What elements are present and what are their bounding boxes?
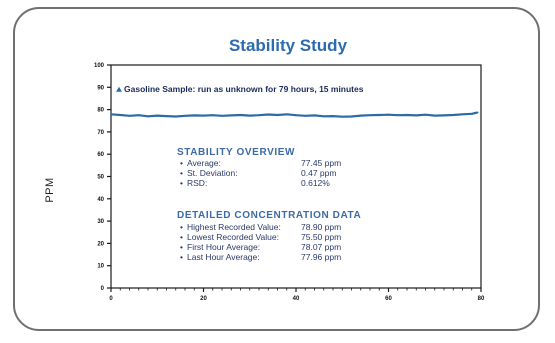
stability-overview: STABILITY OVERVIEW • Average: 77.45 ppm • St… (177, 147, 341, 188)
annotation: Gasoline Sample: run as unknown for 79 h… (116, 84, 364, 94)
y-tick-label: 100 (94, 63, 105, 69)
y-tick-label: 90 (97, 85, 104, 91)
x-tick-label: 60 (385, 296, 392, 302)
data-point (165, 115, 168, 117)
x-tick-label: 40 (293, 296, 300, 302)
y-tick-label: 40 (97, 197, 104, 203)
overview-bullet: • (180, 168, 183, 178)
y-tick-label: 30 (97, 219, 104, 225)
data-point (137, 114, 140, 117)
data-point (322, 115, 325, 118)
x-tick-label: 80 (478, 296, 485, 302)
data-point (295, 114, 297, 117)
data-point (350, 115, 353, 118)
detail-label: Lowest Recorded Value: (187, 232, 279, 242)
data-point (304, 114, 307, 117)
data-point (424, 113, 427, 116)
overview-label: RSD: (187, 178, 207, 188)
data-point (239, 114, 242, 116)
detail-value: 78.07 ppm (301, 242, 341, 252)
detail-label: Last Hour Average: (187, 252, 260, 262)
data-point (452, 114, 455, 116)
detail-value: 75.50 ppm (301, 232, 341, 242)
data-point (211, 114, 214, 117)
overview-value: 0.47 ppm (301, 168, 336, 178)
overview-bullet: • (180, 158, 183, 168)
y-tick-label: 0 (101, 286, 105, 292)
y-axis: 0 10 20 30 40 50 60 70 80 90 100 (94, 63, 111, 292)
overview-bullet: • (180, 178, 183, 188)
overview-value: 0.612% (301, 178, 330, 188)
data-point (147, 115, 149, 118)
overview-label: St. Deviation: (187, 168, 238, 178)
data-point (443, 114, 445, 117)
overview-heading: STABILITY OVERVIEW (177, 147, 295, 158)
data-point (332, 115, 334, 117)
y-tick-label: 10 (97, 264, 104, 270)
data-point (470, 112, 473, 115)
data-point (128, 114, 131, 117)
detail-bullet: • (180, 232, 183, 242)
detailed-concentration-data: DETAILED CONCENTRATION DATA • Highest Rec… (177, 210, 361, 262)
data-point (202, 114, 205, 117)
y-tick-label: 80 (97, 108, 104, 114)
x-tick-label: 20 (200, 296, 207, 302)
detail-bullet: • (180, 242, 183, 252)
data-point (258, 114, 260, 117)
data-point (285, 113, 288, 116)
data-point (221, 114, 223, 117)
data-point (396, 114, 399, 117)
data-point (248, 114, 251, 117)
overview-label: Average: (187, 158, 221, 168)
data-point (415, 114, 418, 117)
data-point (184, 114, 186, 117)
y-tick-label: 50 (97, 175, 104, 181)
data-point (476, 111, 479, 114)
detail-bullet: • (180, 252, 183, 262)
data-point (313, 114, 316, 117)
plot-area (110, 64, 482, 289)
data-point (406, 114, 408, 116)
x-tick-label: 0 (109, 296, 113, 302)
y-tick-label: 70 (97, 130, 104, 136)
detail-label: First Hour Average: (187, 242, 260, 252)
data-point (276, 114, 279, 116)
sample-annotation: Gasoline Sample: run as unknown for 79 h… (124, 84, 364, 94)
data-point (359, 114, 362, 117)
data-point (119, 114, 122, 116)
data-point (110, 113, 112, 116)
data-point (387, 113, 390, 116)
detail-label: Highest Recorded Value: (187, 222, 281, 232)
data-point (230, 114, 233, 117)
data-point (193, 114, 196, 117)
x-axis: 0 20 40 60 80 (109, 288, 485, 302)
y-tick-label: 60 (97, 152, 104, 158)
y-tick-label: 20 (97, 241, 104, 247)
detail-heading: DETAILED CONCENTRATION DATA (177, 210, 361, 221)
chart-title: Stability Study (229, 36, 348, 55)
detail-value: 78.90 ppm (301, 222, 341, 232)
triangle-marker-icon (116, 86, 122, 92)
data-point (461, 113, 464, 116)
data-point (378, 114, 381, 116)
data-point (174, 115, 177, 118)
data-point (267, 113, 270, 116)
overview-value: 77.45 ppm (301, 158, 341, 168)
detail-bullet: • (180, 222, 183, 232)
data-point (369, 114, 371, 117)
data-point (156, 114, 159, 117)
data-point (433, 114, 436, 117)
series-layer (110, 111, 479, 118)
data-point (341, 115, 344, 118)
detail-value: 77.96 ppm (301, 252, 341, 262)
